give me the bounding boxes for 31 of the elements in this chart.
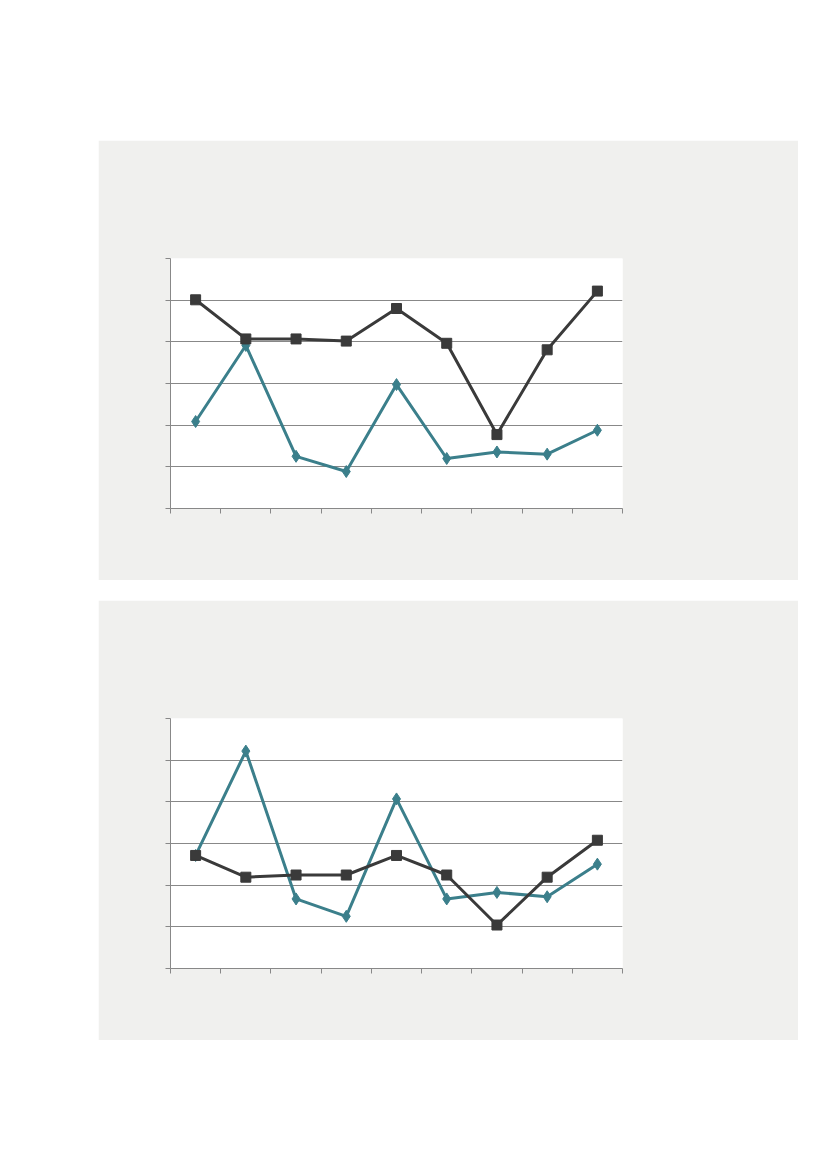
point bbox=[492, 445, 502, 459]
point bbox=[542, 890, 552, 904]
point bbox=[190, 294, 202, 306]
point bbox=[291, 449, 301, 463]
point bbox=[592, 423, 602, 437]
point bbox=[442, 892, 452, 906]
point bbox=[591, 285, 603, 297]
point bbox=[341, 465, 351, 479]
point bbox=[391, 303, 402, 314]
point bbox=[290, 333, 302, 345]
point bbox=[241, 744, 251, 758]
point bbox=[491, 919, 503, 931]
point bbox=[442, 452, 452, 465]
point bbox=[441, 869, 453, 881]
point bbox=[441, 337, 453, 349]
point bbox=[341, 909, 351, 923]
point bbox=[592, 857, 602, 871]
point bbox=[391, 849, 402, 861]
point bbox=[340, 335, 352, 347]
point bbox=[542, 447, 552, 461]
point bbox=[240, 871, 252, 883]
point bbox=[291, 892, 301, 906]
point bbox=[491, 429, 503, 441]
point bbox=[492, 885, 502, 899]
point bbox=[541, 871, 553, 883]
point bbox=[191, 415, 201, 429]
point bbox=[340, 869, 352, 881]
point bbox=[541, 344, 553, 356]
point bbox=[240, 333, 252, 345]
point bbox=[290, 869, 302, 881]
point bbox=[591, 834, 603, 846]
